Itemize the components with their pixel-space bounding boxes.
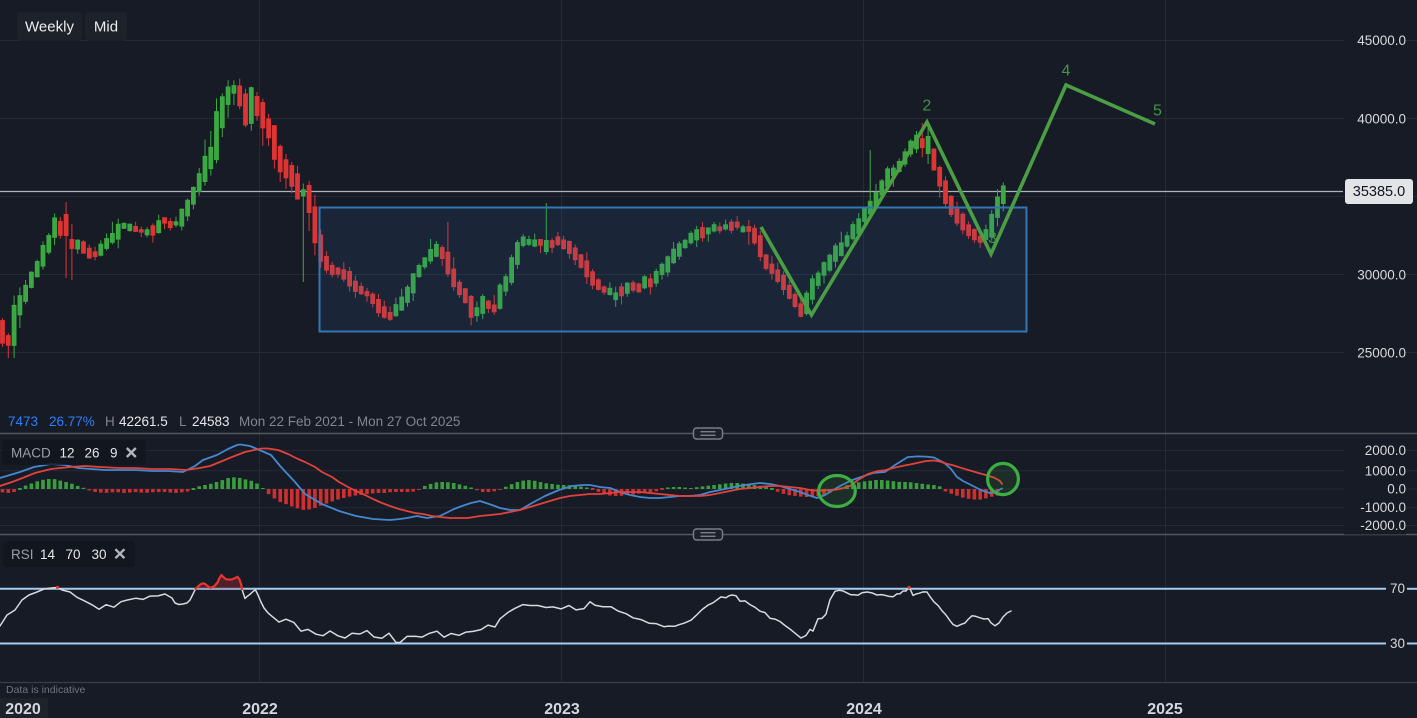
svg-text:35385.0: 35385.0 (1353, 184, 1405, 200)
svg-text:26.77%: 26.77% (49, 414, 95, 429)
svg-text:7473: 7473 (8, 414, 38, 429)
svg-text:5: 5 (1153, 103, 1162, 120)
svg-text:45000.0: 45000.0 (1357, 33, 1406, 48)
svg-text:2000.0: 2000.0 (1365, 443, 1406, 458)
svg-text:4: 4 (1062, 63, 1071, 80)
svg-text:12: 12 (60, 446, 75, 461)
svg-text:-1000.0: -1000.0 (1360, 500, 1406, 515)
svg-text:9: 9 (110, 446, 118, 461)
svg-text:2: 2 (922, 98, 931, 115)
svg-text:24583: 24583 (192, 414, 230, 429)
svg-text:L: L (179, 414, 187, 429)
svg-text:14: 14 (40, 547, 56, 562)
svg-text:40000.0: 40000.0 (1357, 112, 1406, 127)
svg-text:2022: 2022 (242, 701, 278, 718)
svg-text:30: 30 (1390, 636, 1405, 651)
svg-text:25000.0: 25000.0 (1357, 346, 1406, 361)
svg-text:1000.0: 1000.0 (1365, 463, 1406, 478)
svg-text:70: 70 (1390, 581, 1405, 596)
svg-text:2023: 2023 (544, 701, 580, 718)
svg-text:Data is indicative: Data is indicative (6, 684, 86, 696)
svg-text:Weekly: Weekly (25, 19, 74, 36)
svg-text:-2000.0: -2000.0 (1360, 518, 1406, 533)
svg-text:2025: 2025 (1147, 701, 1183, 718)
svg-text:30: 30 (92, 547, 107, 562)
svg-text:26: 26 (85, 446, 100, 461)
svg-text:3: 3 (988, 230, 997, 247)
svg-text:H: H (105, 414, 115, 429)
svg-text:30000.0: 30000.0 (1357, 268, 1406, 283)
svg-text:2024: 2024 (846, 701, 882, 718)
svg-text:RSI: RSI (11, 547, 34, 562)
svg-text:70: 70 (66, 547, 81, 562)
svg-text:MACD: MACD (11, 446, 51, 461)
svg-text:Mid: Mid (94, 19, 118, 36)
svg-text:42261.5: 42261.5 (119, 414, 168, 429)
svg-text:0.0: 0.0 (1387, 482, 1406, 497)
svg-text:Mon 22 Feb 2021 - Mon 27 Oct 2: Mon 22 Feb 2021 - Mon 27 Oct 2025 (239, 414, 460, 429)
svg-text:2020: 2020 (5, 701, 41, 718)
